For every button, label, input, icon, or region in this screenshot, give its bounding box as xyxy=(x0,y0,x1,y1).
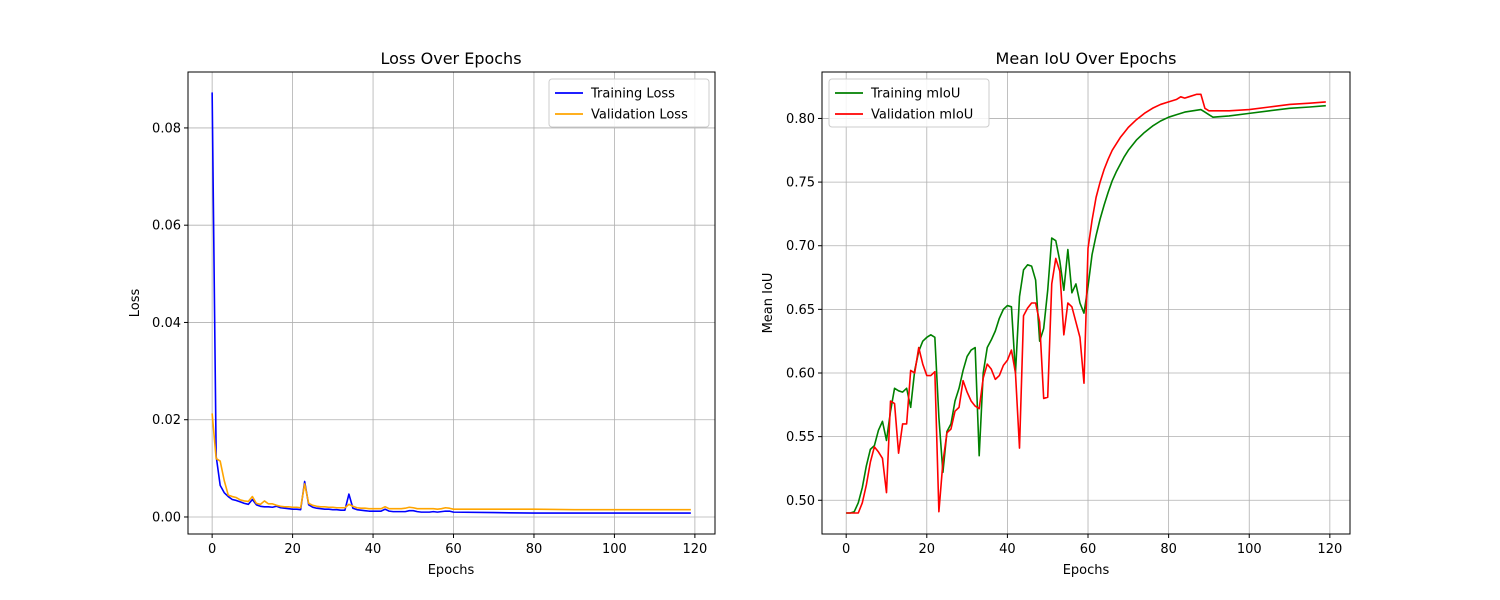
legend: Training mIoU Validation mIoU xyxy=(828,78,990,128)
x-axis-label: Epochs xyxy=(1063,563,1110,578)
legend-box xyxy=(548,78,710,128)
ticks: 0 20 40 60 80 100 120 0.00 0.02 0.04 0.06 0.08 xyxy=(152,121,707,557)
legend-box xyxy=(828,78,990,128)
series-line-1 xyxy=(211,92,691,514)
x-tick-label: 0 xyxy=(208,542,216,557)
legend-label: Training mIoU xyxy=(870,87,960,102)
x-tick-label: 120 xyxy=(1317,542,1342,557)
y-tick-label: 0.02 xyxy=(152,413,181,428)
series-layer xyxy=(211,92,691,514)
y-tick-label: 0.04 xyxy=(152,316,181,331)
y-tick-label: 0.70 xyxy=(786,239,815,254)
x-tick-label: 20 xyxy=(284,542,301,557)
x-tick-label: 60 xyxy=(1080,542,1097,557)
series-line-2 xyxy=(211,413,691,511)
chart-title: Mean IoU Over Epochs xyxy=(996,49,1177,68)
x-tick-label: 120 xyxy=(682,542,707,557)
y-tick-label: 0.75 xyxy=(786,176,815,191)
plot-frame xyxy=(187,71,716,535)
x-tick-label: 40 xyxy=(365,542,382,557)
y-tick-label: 0.50 xyxy=(786,494,815,509)
x-tick-label: 80 xyxy=(526,542,543,557)
y-axis-label: Loss xyxy=(128,289,143,318)
y-tick-label: 0.80 xyxy=(786,112,815,127)
series-line-1 xyxy=(846,104,1326,514)
miou-chart: Mean IoU Over Epochs Epochs Mean IoU 0 20… xyxy=(761,49,1351,578)
series-layer xyxy=(846,93,1326,514)
x-tick-label: 80 xyxy=(1160,542,1177,557)
series-line-2 xyxy=(846,93,1326,514)
y-tick-label: 0.06 xyxy=(152,219,181,234)
legend-label: Validation Loss xyxy=(591,108,688,123)
y-tick-label: 0.65 xyxy=(786,303,815,318)
plot-frame xyxy=(821,71,1351,535)
x-tick-label: 20 xyxy=(919,542,936,557)
y-tick-label: 0.55 xyxy=(786,430,815,445)
x-axis-label: Epochs xyxy=(428,563,475,578)
legend-label: Validation mIoU xyxy=(871,108,973,123)
grid xyxy=(822,72,1350,534)
loss-chart: Loss Over Epochs Epochs Loss 0 20 40 60 80 10… xyxy=(128,49,716,578)
legend: Training Loss Validation Loss xyxy=(548,78,710,128)
grid xyxy=(188,72,715,534)
x-tick-label: 0 xyxy=(842,542,850,557)
x-tick-label: 40 xyxy=(999,542,1016,557)
legend-label: Training Loss xyxy=(590,87,675,102)
y-axis-label: Mean IoU xyxy=(761,273,776,334)
y-tick-label: 0.00 xyxy=(152,510,181,525)
x-tick-label: 60 xyxy=(445,542,462,557)
y-tick-label: 0.08 xyxy=(152,121,181,136)
x-tick-label: 100 xyxy=(602,542,627,557)
ticks: 0 20 40 60 80 100 120 0.50 0.55 0.60 0.65 0.70 0.75 0… xyxy=(786,112,1342,557)
chart-title: Loss Over Epochs xyxy=(380,49,521,68)
y-tick-label: 0.60 xyxy=(786,367,815,382)
x-tick-label: 100 xyxy=(1237,542,1262,557)
